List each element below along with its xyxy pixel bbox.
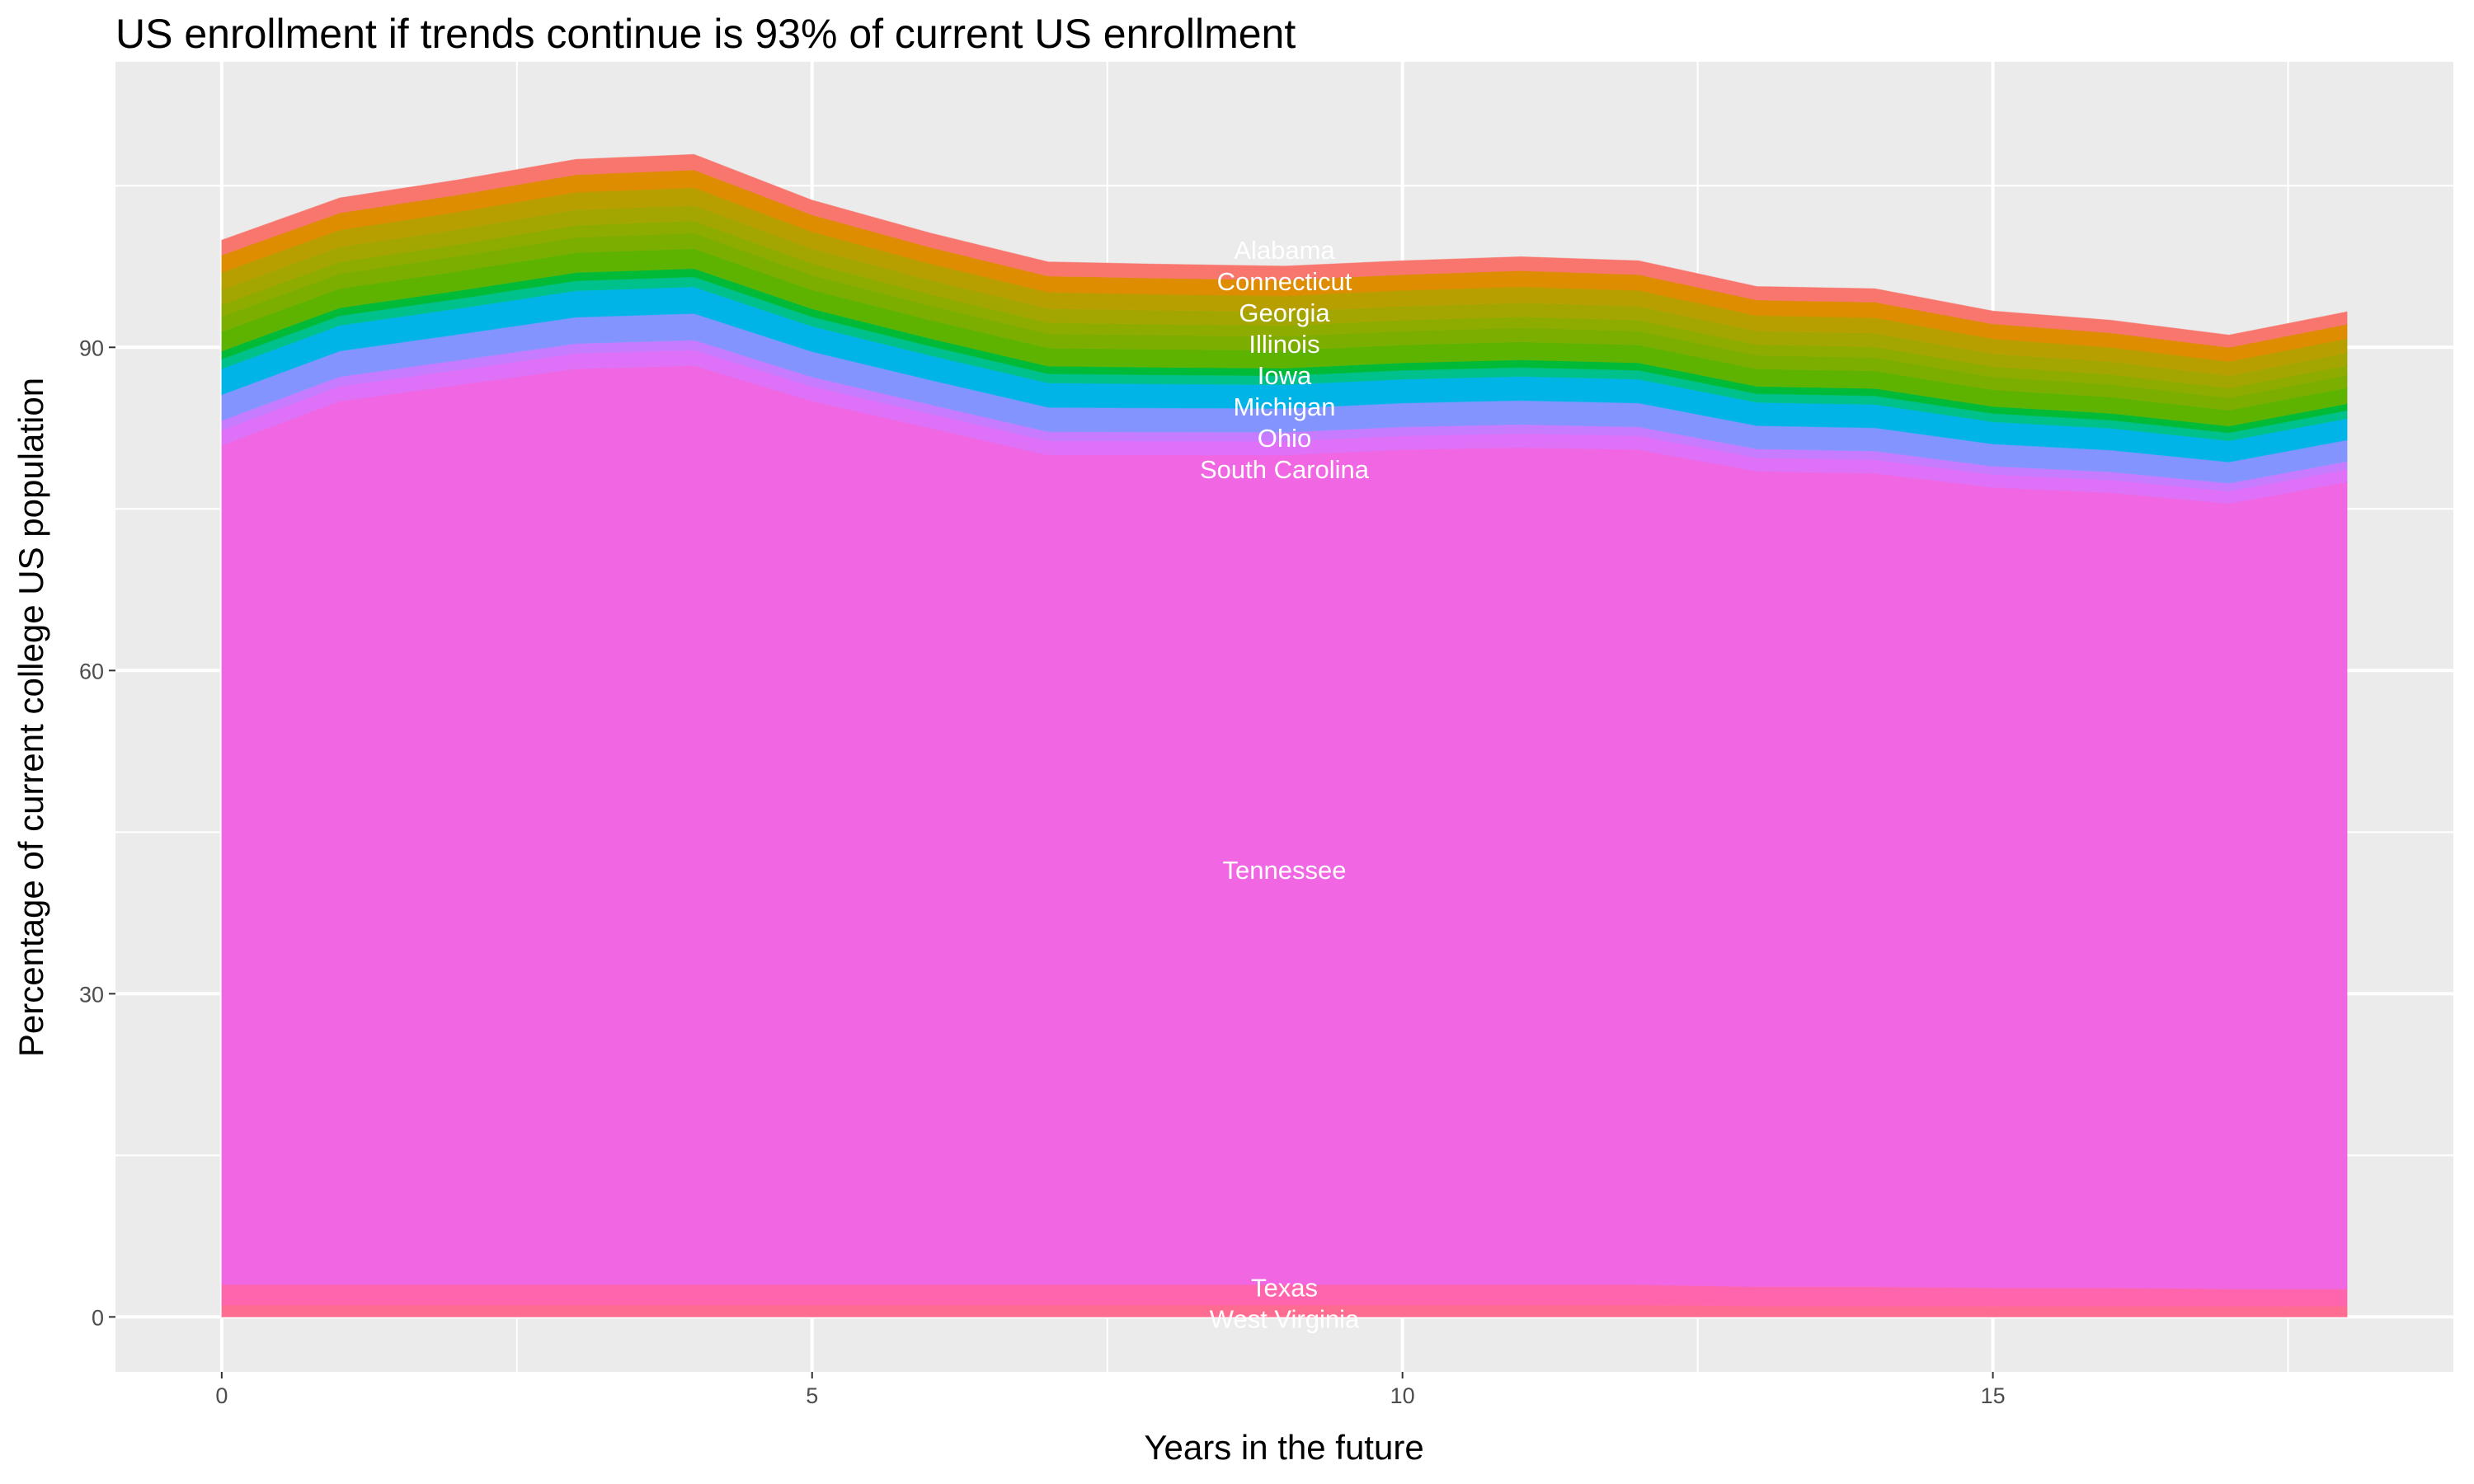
- chart-title: US enrollment if trends continue is 93% …: [115, 11, 1296, 57]
- series-label-south-carolina: South Carolina: [1200, 455, 1370, 484]
- series-label-iowa: Iowa: [1258, 361, 1312, 390]
- y-tick-label: 60: [79, 659, 104, 683]
- area-alabama: [221, 153, 2348, 348]
- x-tick-label: 10: [1390, 1383, 1415, 1408]
- y-tick-label: 0: [92, 1305, 104, 1330]
- series-label-georgia: Georgia: [1239, 298, 1330, 327]
- series-label-ohio: Ohio: [1258, 424, 1311, 453]
- axis-ticks: 0 5 10 15 0 30 60 90: [79, 336, 2006, 1408]
- y-axis-title: Percentage of current college US populat…: [12, 378, 50, 1057]
- series-label-illinois: Illinois: [1249, 330, 1319, 359]
- series-label-michigan: Michigan: [1233, 392, 1335, 421]
- y-tick-label: 90: [79, 336, 104, 360]
- area-layers: [221, 153, 2348, 1317]
- x-tick-label: 0: [215, 1383, 228, 1408]
- series-label-texas: Texas: [1251, 1273, 1318, 1302]
- series-label-west-virginia: West Virginia: [1210, 1304, 1360, 1333]
- series-label-tennessee: Tennessee: [1223, 856, 1347, 885]
- x-tick-label: 15: [1981, 1383, 2006, 1408]
- series-label-alabama: Alabama: [1234, 236, 1335, 265]
- series-label-connecticut: Connecticut: [1217, 267, 1352, 296]
- y-tick-label: 30: [79, 982, 104, 1007]
- area-tennessee: [221, 364, 2348, 1289]
- x-axis-title: Years in the future: [1144, 1428, 1423, 1467]
- x-tick-label: 5: [806, 1383, 818, 1408]
